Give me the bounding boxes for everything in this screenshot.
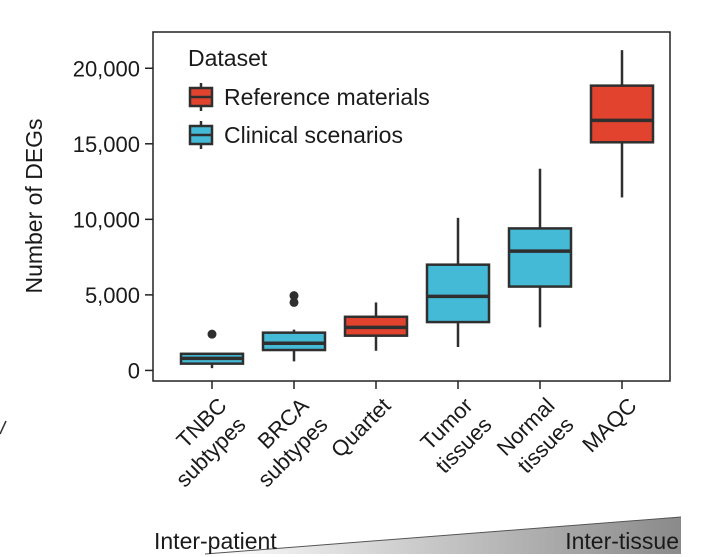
outlier-point xyxy=(289,291,299,301)
y-ticks: 0 5,000 10,000 15,000 20,000 xyxy=(73,56,153,383)
box-body xyxy=(261,331,327,352)
box-tnbc-subtypes xyxy=(179,329,245,369)
y-axis-label: Number of DEGs xyxy=(21,118,47,293)
outlier-point xyxy=(207,329,217,339)
gradient-right-label: Inter-tissue xyxy=(565,528,679,554)
gradient-left-label: Inter-patient xyxy=(154,528,277,554)
x-tick-label: BRCAsubtypes xyxy=(234,393,333,492)
box-body xyxy=(425,263,491,324)
x-tick-label-line: MAQC xyxy=(577,393,641,457)
x-tick-label-line: Quartet xyxy=(326,393,396,463)
legend-title: Dataset xyxy=(188,45,268,71)
gradient-wedge-edge xyxy=(204,516,682,555)
legend-item-clinical-scenarios: Clinical scenarios xyxy=(188,121,403,149)
x-tick-label: Quartet xyxy=(326,393,396,463)
y-tick-label: 0 xyxy=(128,358,140,383)
y-tick-label: 5,000 xyxy=(85,283,140,308)
y-tick-label: 20,000 xyxy=(73,56,140,81)
x-tick-label: TNBCsubtypes xyxy=(152,393,251,492)
legend: Dataset Reference materials Clinical sce… xyxy=(188,45,430,149)
box-maqc xyxy=(589,50,655,198)
plot-frame xyxy=(152,31,671,382)
legend-label-clinical-scenarios: Clinical scenarios xyxy=(224,122,403,148)
boxes xyxy=(179,50,655,369)
x-tick-label: MAQC xyxy=(577,393,641,457)
box-body xyxy=(507,227,573,288)
box-body xyxy=(589,84,655,144)
box-quartet xyxy=(343,302,409,351)
legend-item-reference-materials: Reference materials xyxy=(188,83,430,111)
y-tick-label: 10,000 xyxy=(73,207,140,232)
outlier-point xyxy=(289,297,299,307)
box-tumor-tissues xyxy=(425,217,491,348)
x-tick-label: Tumortissues xyxy=(411,393,496,478)
edge-fragment xyxy=(0,420,7,435)
x-tick-label: Normaltissues xyxy=(492,393,579,480)
y-tick-label: 15,000 xyxy=(73,132,140,157)
box-normal-tissues xyxy=(507,168,573,328)
legend-label-reference-materials: Reference materials xyxy=(224,84,430,110)
box-brca-subtypes xyxy=(261,291,327,362)
gradient-scale: Inter-patient Inter-tissue xyxy=(154,516,682,555)
